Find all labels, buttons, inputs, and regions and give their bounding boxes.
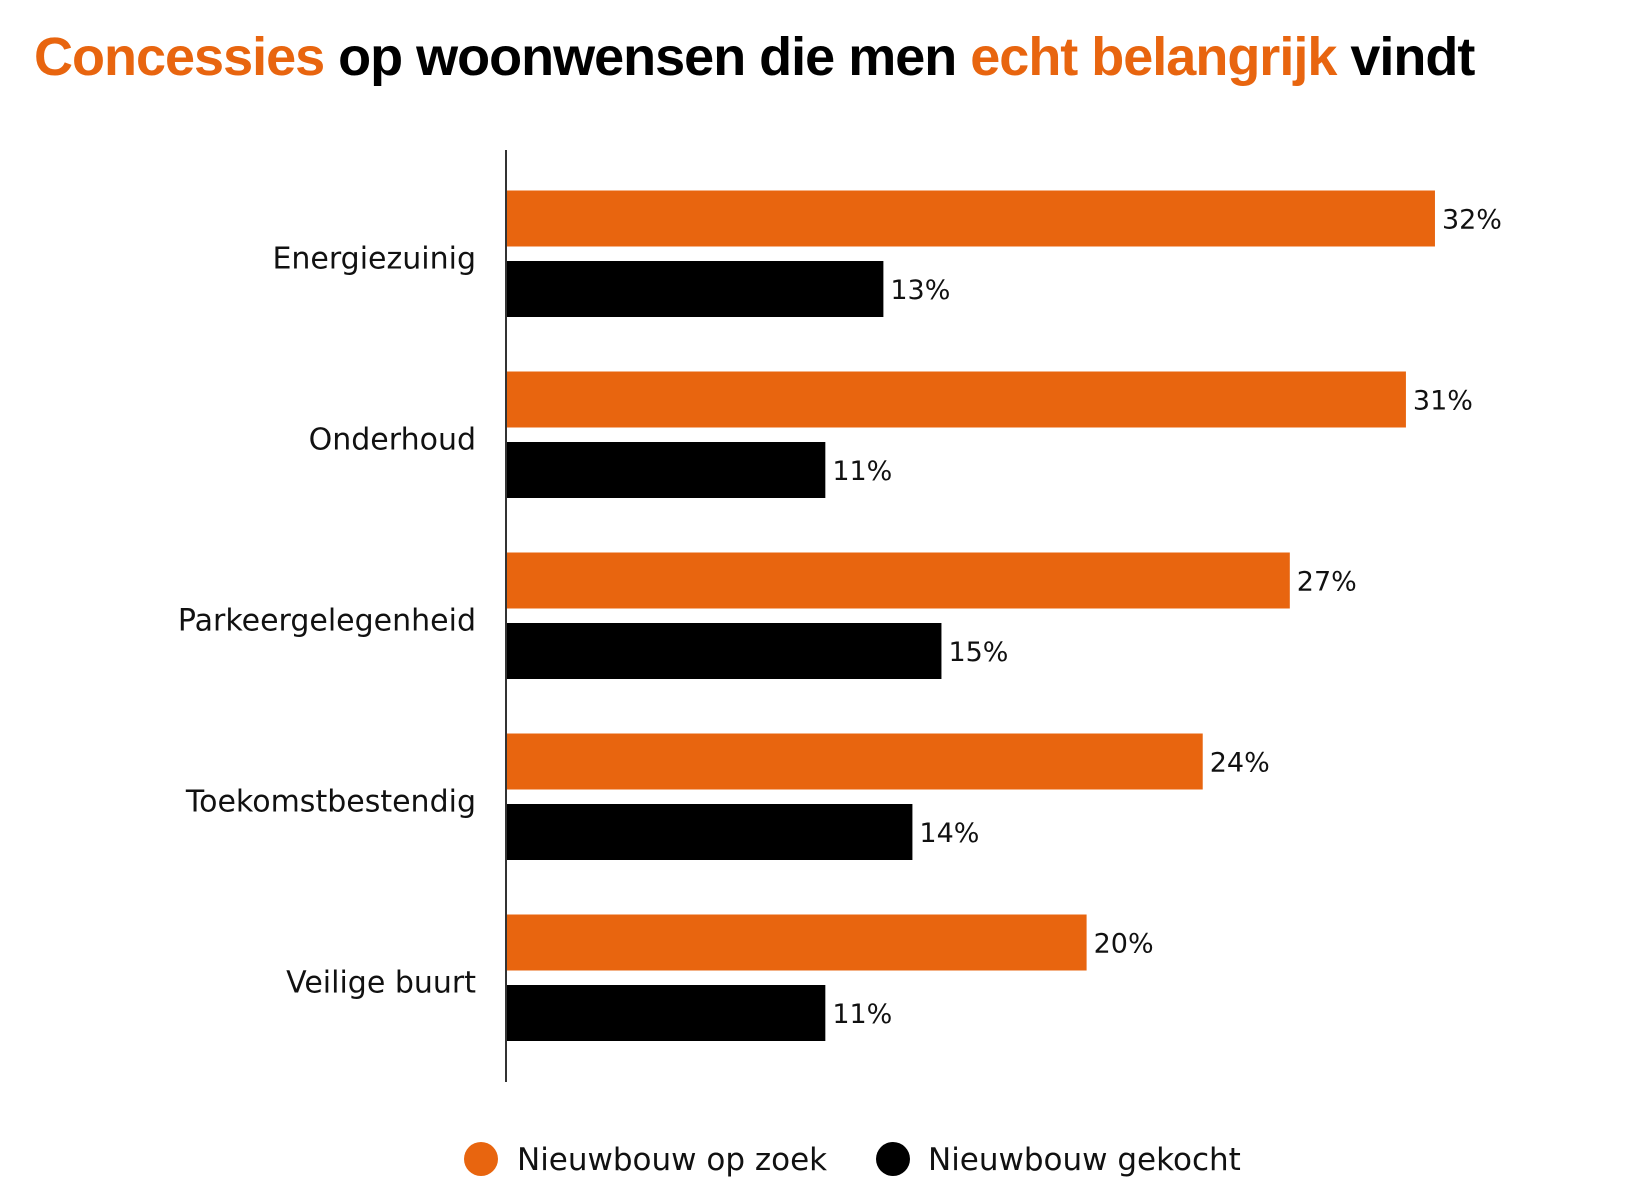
legend-label-gekocht: Nieuwbouw gekocht [928,1142,1241,1178]
data-label: 13% [890,275,950,306]
bar-gekocht [506,623,942,679]
title-part-3: echt belangrijk [970,27,1337,87]
data-label: 15% [948,637,1008,668]
bar-op-zoek [506,733,1203,790]
data-label: 11% [832,999,892,1030]
title-part-4: vindt [1336,27,1475,87]
data-label: 11% [832,456,892,487]
category-label: Parkeergelegenheid [178,604,476,639]
data-label: 14% [919,818,979,849]
legend-label-op-zoek: Nieuwbouw op zoek [517,1142,827,1178]
data-label: 32% [1442,205,1502,236]
data-label: 27% [1297,567,1357,598]
category-label: Toekomstbestendig [185,785,476,820]
title-part-1: Concessies [34,27,325,87]
category-label: Veilige buurt [286,966,476,1001]
bar-op-zoek [506,914,1087,971]
bar-op-zoek [506,552,1290,609]
data-label: 20% [1094,929,1154,960]
bar-op-zoek [506,371,1406,428]
bar-gekocht [506,261,884,317]
legend-marker-gekocht [876,1142,910,1176]
bar-op-zoek [506,190,1435,247]
bar-gekocht [506,442,826,498]
bar-gekocht [506,985,826,1041]
title-part-2: op woonwensen die men [324,27,971,87]
chart-title: Concessies op woonwensen die men echt be… [34,26,1475,88]
category-label: Onderhoud [309,423,476,458]
data-label: 24% [1210,748,1270,779]
legend-marker-op-zoek [464,1142,498,1176]
bar-gekocht [506,804,913,860]
category-label: Energiezuinig [272,242,476,277]
data-label: 31% [1413,386,1473,417]
